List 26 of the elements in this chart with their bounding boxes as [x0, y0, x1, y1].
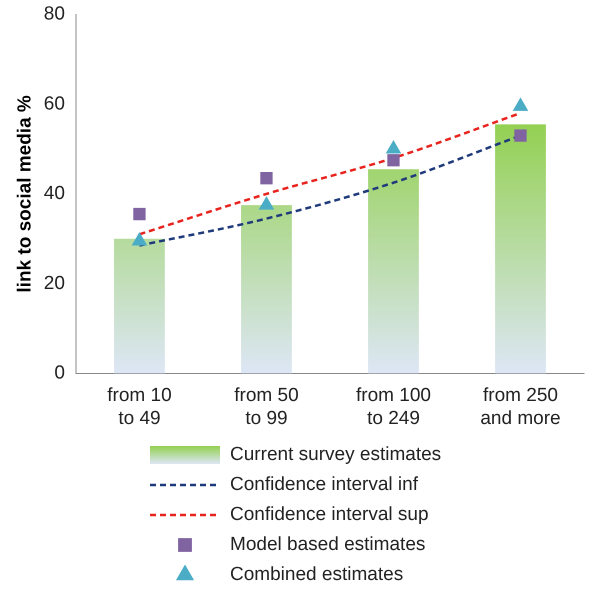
point	[132, 232, 147, 246]
x-tick-label: from 250 and more	[480, 385, 561, 429]
legend-label: Model based estimates	[230, 534, 426, 556]
y-axis-title: link to social media %	[14, 95, 36, 293]
point	[260, 172, 273, 184]
x-tick-label: from 100 to 249	[356, 385, 431, 429]
legend-label: Confidence interval sup	[230, 504, 429, 526]
point	[386, 140, 401, 154]
point	[514, 129, 527, 142]
point	[133, 208, 146, 220]
legend-label: Current survey estimates	[230, 444, 442, 466]
point	[259, 196, 274, 210]
y-tick-label: 0	[54, 362, 65, 384]
y-tick-label: 80	[44, 4, 65, 25]
bar	[368, 169, 419, 374]
point	[387, 154, 400, 166]
y-tick-label: 40	[44, 183, 65, 204]
x-tick-label: from 50 to 99	[234, 385, 299, 429]
legend-label: Confidence interval inf	[230, 474, 419, 496]
bar	[114, 238, 165, 374]
legend-label: Combined estimates	[230, 564, 404, 586]
bar	[241, 205, 292, 374]
bar	[495, 124, 546, 374]
y-tick-label: 60	[44, 93, 65, 114]
x-tick-label: from 10 to 49	[107, 385, 172, 429]
y-tick-label: 20	[44, 272, 65, 294]
